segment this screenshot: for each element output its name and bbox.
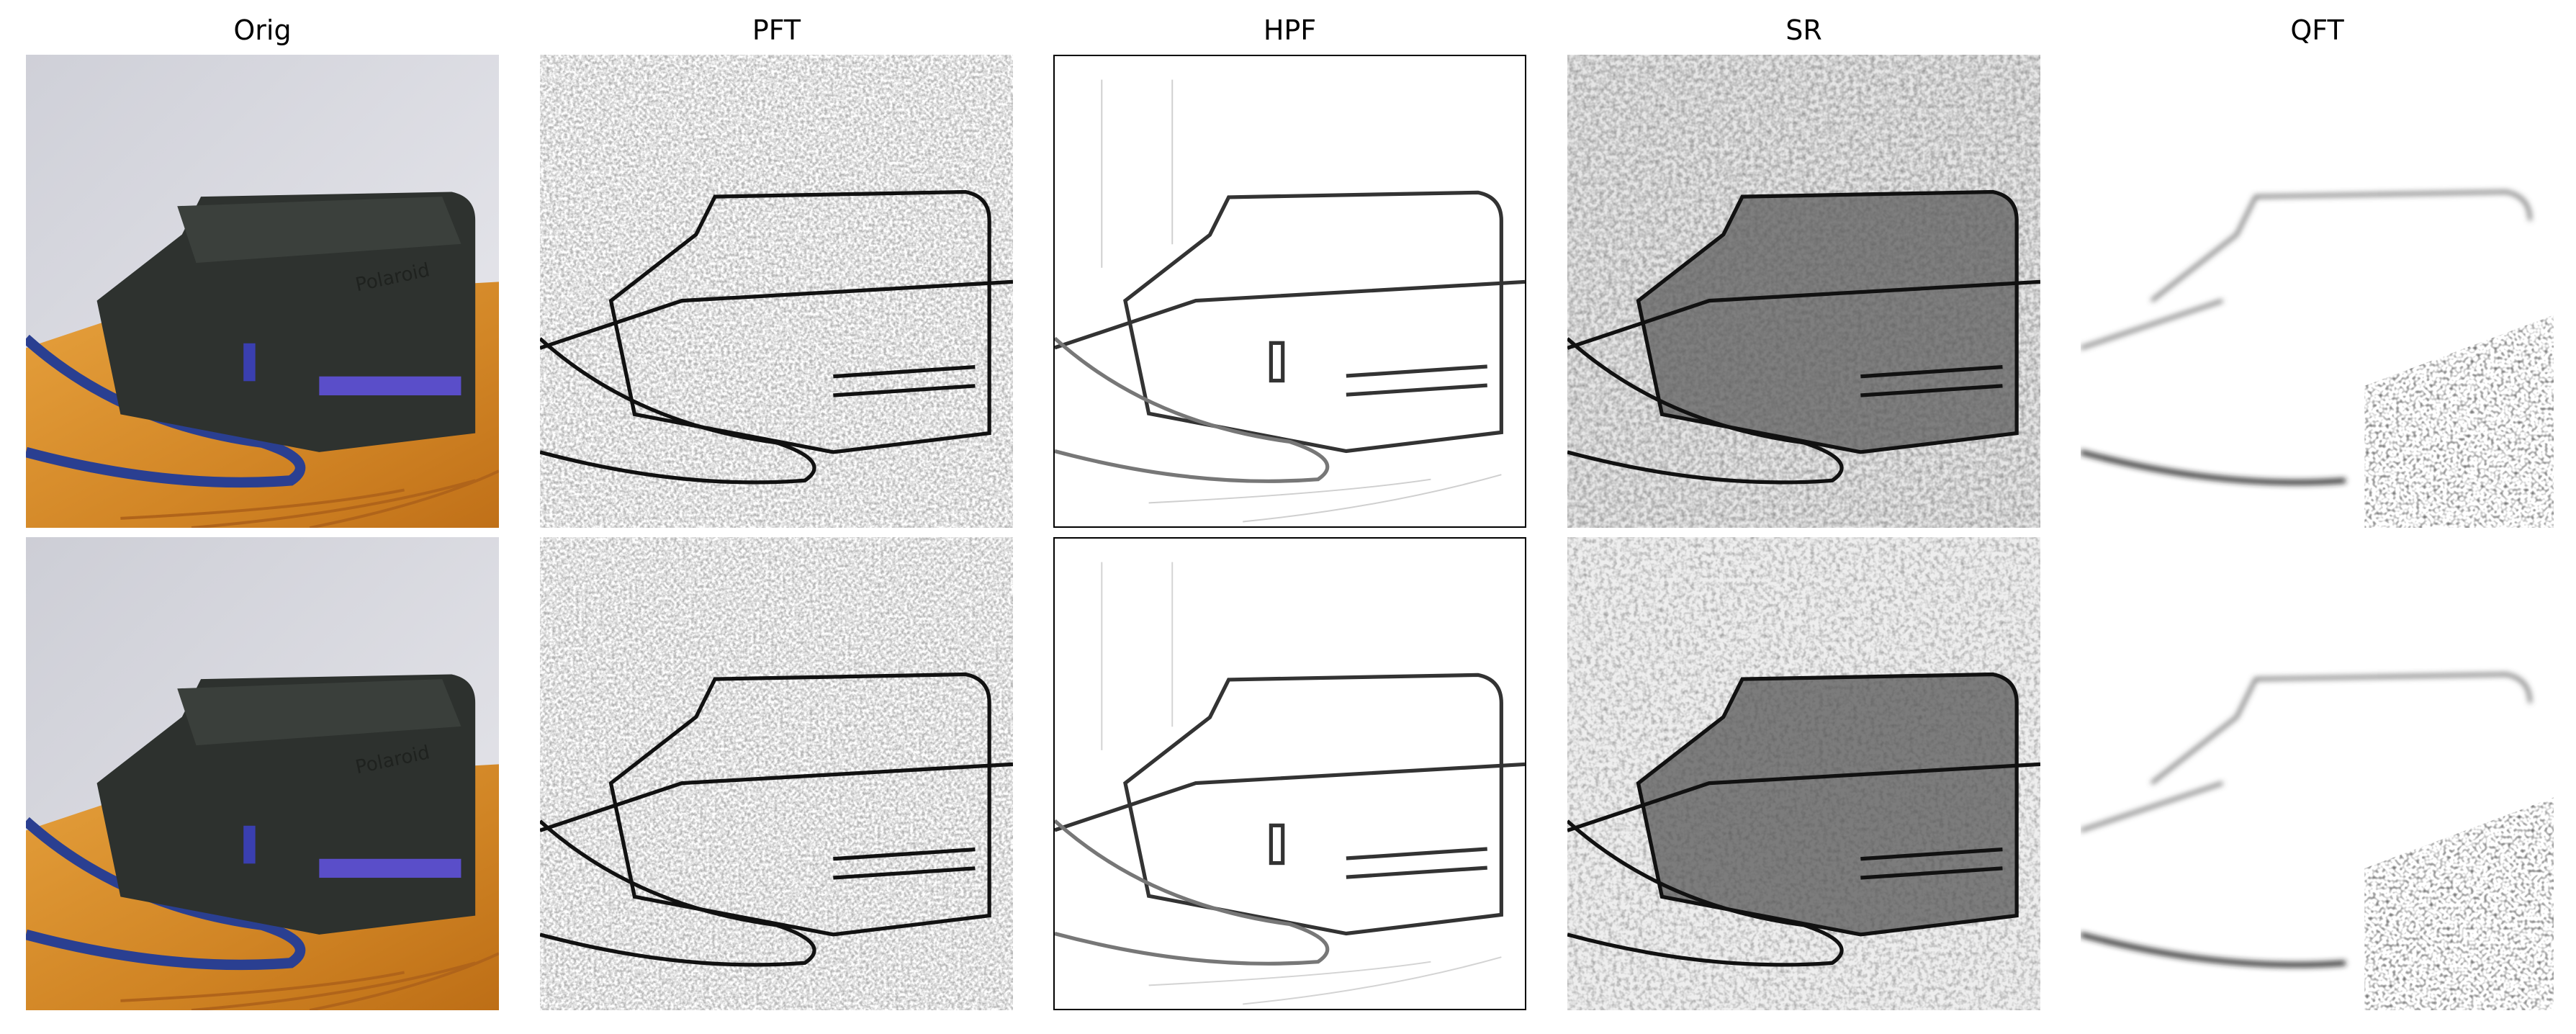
panel-sr-row2 <box>1567 537 2040 1010</box>
panel-qft-row2 <box>2081 537 2554 1010</box>
hpf-saliency-map <box>1055 539 1525 1009</box>
panel-orig-row2: Polaroid <box>26 537 499 1010</box>
column-title-orig: Orig <box>233 14 292 46</box>
column-title-sr: SR <box>1785 14 1822 46</box>
pft-saliency-map <box>540 55 1013 528</box>
sr-saliency-map <box>1567 537 2040 1010</box>
qft-saliency-map <box>2081 55 2554 528</box>
column-title-pft: PFT <box>752 14 801 46</box>
panel-qft-row1 <box>2081 55 2554 528</box>
column-title-hpf: HPF <box>1263 14 1317 46</box>
panel-hpf-row1 <box>1053 55 1526 528</box>
panel-hpf-row2 <box>1053 537 1526 1010</box>
panel-sr-row1 <box>1567 55 2040 528</box>
panel-pft-row2 <box>540 537 1013 1010</box>
hpf-saliency-map <box>1055 56 1525 526</box>
panel-orig-row1: Polaroid <box>26 55 499 528</box>
sr-saliency-map <box>1567 55 2040 528</box>
photo-camera-image: Polaroid <box>26 537 499 1010</box>
panel-pft-row1 <box>540 55 1013 528</box>
pft-saliency-map <box>540 537 1013 1010</box>
column-title-qft: QFT <box>2290 14 2344 46</box>
qft-saliency-map <box>2081 537 2554 1010</box>
photo-camera-image: Polaroid <box>26 55 499 528</box>
